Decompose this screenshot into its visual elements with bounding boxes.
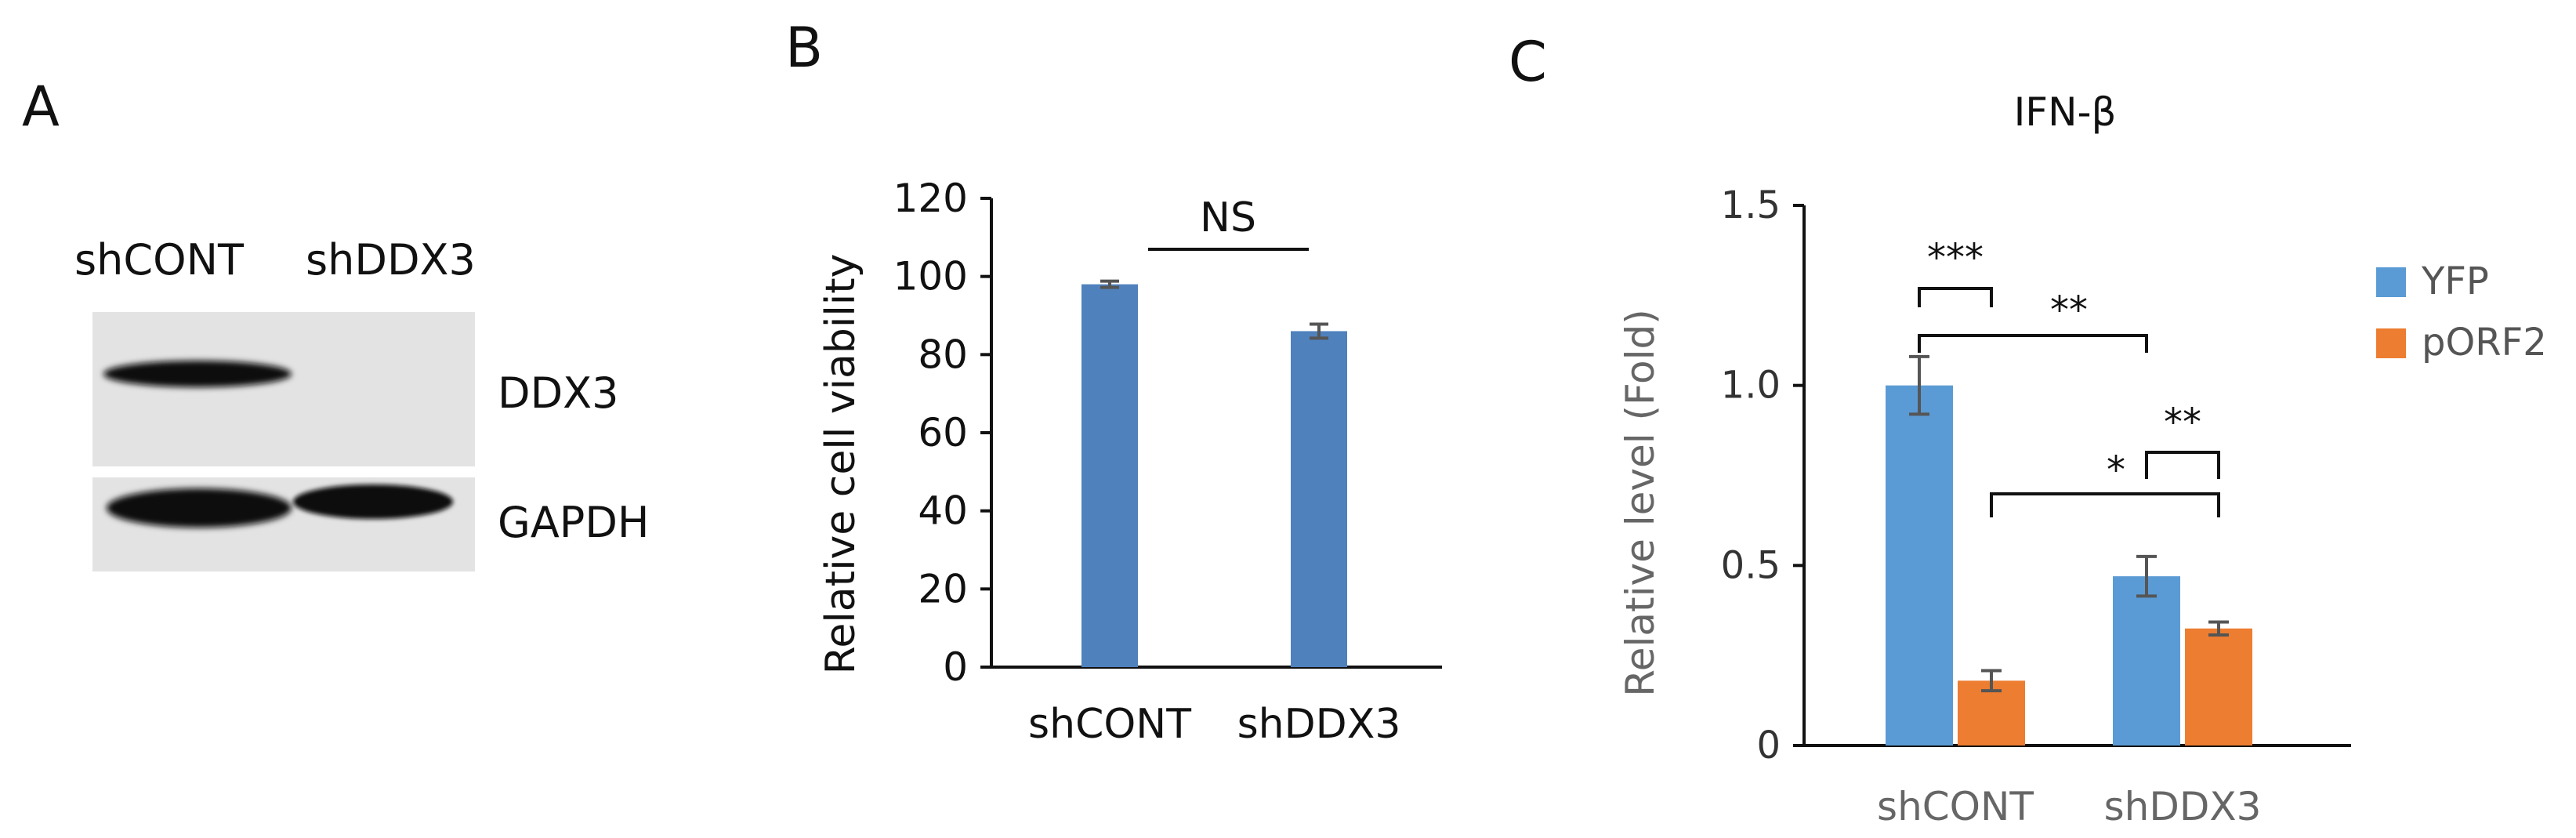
chart-c-significance-bracket — [2145, 451, 2220, 479]
chart-c-x-tick-label: shDDX3 — [2104, 784, 2262, 829]
chart-b-y-tick-label: 0 — [943, 644, 968, 690]
chart-c-y-tick-label: 0 — [1756, 724, 1781, 767]
chart-c-y-tick-label: 1.5 — [1721, 183, 1781, 227]
lane-label-shddx3: shDDX3 — [306, 235, 476, 285]
chart-b-y-axis-label: Relative cell viability — [817, 254, 864, 675]
chart-c-x-tick-label: shCONT — [1877, 784, 2034, 829]
chart-b-error-bar — [1310, 322, 1328, 340]
panel-b-letter: B — [785, 16, 823, 80]
blot-strip-ddx3 — [92, 312, 475, 466]
chart-c-legend-swatch-yfp — [2376, 267, 2406, 297]
chart-c-legend-label-yfp: YFP — [2421, 259, 2489, 303]
chart-b-x-tick-label: shDDX3 — [1237, 701, 1401, 748]
chart-c-y-tick-label: 0.5 — [1721, 543, 1781, 587]
chart-c: 0 0.5 1.0 1.5 shCONT shDDX3 Relative level (Fo… — [1618, 89, 2547, 829]
chart-c-error-bar — [1909, 354, 1929, 416]
chart-b-y-tick-label: 20 — [918, 566, 968, 611]
blot-row-label-ddx3: DDX3 — [498, 368, 619, 418]
panel-a-letter: A — [22, 74, 60, 139]
lane-label-shcont: shCONT — [74, 235, 245, 285]
chart-c-bar-yfp-shcont — [1886, 385, 1953, 745]
chart-b-significance-label: NS — [1200, 194, 1256, 241]
chart-c-bar-porf2-shddx3 — [2185, 628, 2252, 745]
chart-c-y-tick-label: 1.0 — [1721, 364, 1781, 408]
chart-b-error-bar — [1100, 279, 1119, 289]
chart-c-error-bar — [2136, 554, 2157, 598]
panel-c-letter: C — [1509, 30, 1547, 94]
chart-c-legend-swatch-porf2 — [2376, 328, 2406, 358]
blot-row-label-gapdh: GAPDH — [498, 498, 650, 547]
chart-c-legend-label-porf2: pORF2 — [2422, 321, 2547, 365]
chart-c-y-axis-label: Relative level (Fold) — [1618, 309, 1663, 697]
chart-c-title: IFN-β — [2014, 89, 2117, 135]
chart-c-significance-label: *** — [1927, 236, 1984, 280]
chart-c-error-bar — [1981, 669, 2002, 693]
blot-band-gapdh-shcont — [107, 488, 292, 528]
chart-b-y-tick-label: 60 — [918, 410, 968, 455]
chart-b-y-tick-label: 80 — [918, 332, 968, 377]
chart-b-bar-shcont — [1081, 284, 1138, 667]
chart-b-bar-shddx3 — [1291, 331, 1347, 667]
chart-b-y-tick-label: 100 — [893, 254, 968, 299]
chart-c-bar-yfp-shddx3 — [2113, 576, 2180, 745]
blot-band-ddx3-shcont — [103, 361, 292, 387]
chart-c-significance-label: ** — [2164, 401, 2201, 444]
chart-c-significance-bracket — [1918, 334, 2148, 353]
chart-b: 0 20 40 60 80 100 120 shCONT shDDX3 Relative cell… — [817, 176, 1442, 748]
chart-b-y-tick-label: 40 — [918, 488, 968, 534]
blot-band-gapdh-shddx3 — [293, 484, 453, 519]
chart-c-significance-bracket — [1990, 492, 2220, 517]
chart-c-significance-bracket — [1918, 287, 1993, 307]
chart-b-y-tick-label: 120 — [893, 176, 968, 221]
chart-b-x-tick-label: shCONT — [1028, 701, 1191, 748]
chart-c-error-bar — [2208, 620, 2229, 637]
chart-c-significance-label: ** — [2050, 288, 2088, 332]
chart-c-significance-label: * — [2107, 448, 2125, 492]
